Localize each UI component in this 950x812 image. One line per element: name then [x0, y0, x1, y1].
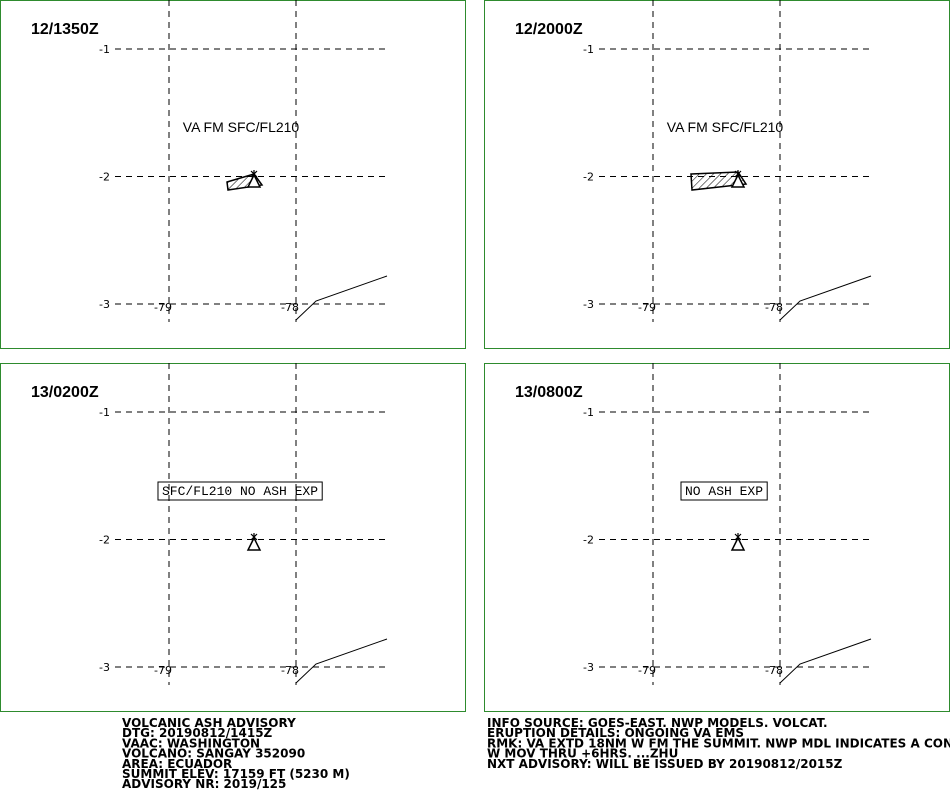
- latitude-label: -3: [99, 298, 110, 311]
- volcano-eruption: [734, 533, 742, 541]
- panel-frame: [484, 363, 950, 712]
- panel-frame: [0, 0, 466, 349]
- advisory-line: INFO SOURCE: GOES-EAST. NWP MODELS. VOLC…: [487, 716, 828, 730]
- map-panel: 12/2000Z-1 -2 -3 -79 -78 VA FM SFC/FL210: [484, 0, 950, 349]
- advisory-line: ADVISORY NR: 2019/125: [122, 777, 286, 791]
- ash-label: NO ASH EXP: [685, 484, 763, 499]
- advisory-line: VOLCANIC ASH ADVISORY: [122, 716, 296, 730]
- ash-label: SFC/FL210 NO ASH EXP: [162, 484, 318, 499]
- latitude-label: -1: [99, 43, 110, 56]
- panel-time: 13/0800Z: [515, 384, 583, 401]
- coastline: [779, 638, 872, 684]
- latitude-label: -2: [583, 534, 594, 547]
- volcano-eruption: [734, 170, 742, 178]
- advisory-line: RMK: VA EXTD 18NM W FM THE SUMMIT. NWP M…: [487, 736, 950, 750]
- advisory-line: SUMMIT ELEV: 17159 FT (5230 M): [122, 767, 350, 781]
- longitude-label: -78: [765, 664, 783, 677]
- label-box: [680, 481, 768, 501]
- advisory-line: NXT ADVISORY: WILL BE ISSUED BY 20190812…: [487, 757, 843, 771]
- longitude-label: -79: [154, 301, 172, 314]
- map-panel: 13/0200Z-1 -2 -3 -79 -78 SFC/FL210 NO ASH EXP: [0, 363, 466, 712]
- latitude-label: -2: [99, 171, 110, 184]
- longitude-label: -79: [638, 664, 656, 677]
- latitude-label: -2: [99, 534, 110, 547]
- ash-label: VA FM SFC/FL210: [183, 119, 300, 135]
- latitude-label: -1: [99, 406, 110, 419]
- panel-time: 13/0200Z: [31, 384, 99, 401]
- longitude-label: -79: [638, 301, 656, 314]
- volcano-eruption: [250, 170, 258, 178]
- map-panel: 12/1350Z-1 -2 -3 -79 -78 VA FM SFC/FL210: [0, 0, 466, 349]
- panel-time: 12/2000Z: [515, 21, 583, 38]
- volcano-symbol: [246, 173, 262, 188]
- panel-time: 12/1350Z: [31, 21, 99, 38]
- volcano-symbol: [730, 536, 746, 551]
- advisory-line: VAAC: WASHINGTON: [122, 736, 260, 750]
- advisory-line: VOLCANO: SANGAY 352090: [122, 747, 305, 761]
- volcano-eruption: [250, 533, 258, 541]
- longitude-label: -78: [281, 664, 299, 677]
- panel-frame: [0, 363, 466, 712]
- volcano-symbol: [730, 173, 746, 188]
- ash-label: VA FM SFC/FL210: [667, 119, 784, 135]
- latitude-label: -3: [99, 661, 110, 674]
- advisory-line: W MOV THRU +6HRS. ...ZHU: [487, 747, 678, 761]
- longitude-label: -78: [281, 301, 299, 314]
- latitude-label: -1: [583, 43, 594, 56]
- latitude-label: -3: [583, 298, 594, 311]
- latitude-label: -1: [583, 406, 594, 419]
- map-panel: 13/0800Z-1 -2 -3 -79 -78 NO ASH EXP: [484, 363, 950, 712]
- coastline: [295, 638, 388, 684]
- latitude-label: -3: [583, 661, 594, 674]
- longitude-label: -79: [154, 664, 172, 677]
- longitude-label: -78: [765, 301, 783, 314]
- coastline: [779, 275, 872, 321]
- advisory-line: DTG: 20190812/1415Z: [122, 726, 273, 740]
- label-box: [157, 481, 323, 501]
- coastline: [295, 275, 388, 321]
- advisory-line: AREA: ECUADOR: [122, 757, 232, 771]
- latitude-label: -2: [583, 171, 594, 184]
- volcano-symbol: [246, 536, 262, 551]
- advisory-line: ERUPTION DETAILS: ONGOING VA EMS: [487, 726, 744, 740]
